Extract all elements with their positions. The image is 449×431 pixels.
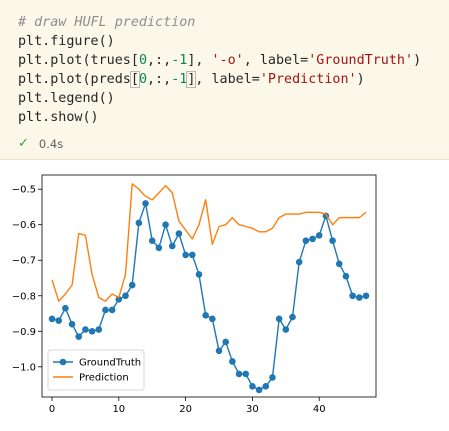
data-point: [289, 313, 296, 321]
code-token: plt.show(): [18, 110, 99, 125]
data-point: [349, 292, 356, 300]
code-token: ): [356, 72, 365, 87]
data-point: [102, 306, 109, 314]
data-point: [282, 326, 290, 333]
code-token: ,:,: [147, 53, 172, 68]
cell-output: 0 10 20 30 40 −0.5 −0.6 −0.7 −0.8 −0.9 −1.0 GroundT…: [0, 165, 449, 427]
data-point: [315, 232, 323, 239]
code-line: plt.show(): [18, 108, 421, 127]
code-line: plt.plot(preds[0,:,-1], label='Predictio…: [18, 70, 421, 89]
code-token: 'Prediction': [259, 72, 357, 87]
legend-marker: [59, 358, 67, 366]
code-token: , label=: [243, 53, 309, 68]
code-token: plt.legend(): [18, 91, 115, 106]
data-point: [275, 315, 283, 323]
data-point: [68, 320, 76, 328]
data-point: [209, 315, 216, 323]
data-point: [262, 383, 270, 390]
data-point: [82, 326, 89, 333]
line-chart: 0 10 20 30 40 −0.5 −0.6 −0.7 −0.8 −0.9 −1.0 GroundT…: [12, 174, 377, 415]
data-point: [142, 200, 149, 207]
data-point: [222, 338, 229, 346]
data-point: [195, 271, 203, 278]
code-line: plt.plot(trues[0,:,-1], '-o', label='Gro…: [18, 51, 421, 70]
execution-time: 0.4s: [38, 136, 64, 151]
data-point: [48, 315, 56, 323]
data-point: [128, 281, 136, 289]
code-token: -1: [171, 72, 188, 87]
y-tick-label: −0.8: [12, 291, 36, 302]
data-point: [215, 347, 223, 355]
data-point: [95, 326, 103, 333]
data-point: [342, 272, 350, 280]
code-line: plt.legend(): [18, 89, 421, 108]
x-tick-label: 30: [246, 404, 259, 415]
code-token: '-o': [211, 53, 244, 68]
code-token: [: [129, 71, 140, 88]
data-point: [249, 383, 256, 390]
code-token: # draw HUFL prediction: [18, 15, 196, 30]
data-point: [329, 237, 336, 245]
code-token: ): [413, 53, 422, 68]
code-token: plt.plot(preds: [18, 72, 131, 87]
data-point: [55, 317, 62, 324]
data-point: [155, 244, 163, 252]
data-point: [122, 292, 129, 300]
data-point: [148, 237, 156, 245]
check-icon: ✓: [18, 136, 29, 151]
x-tick-label: 0: [49, 404, 55, 415]
code-token: -1: [171, 53, 188, 68]
data-point: [229, 358, 236, 365]
code-editor[interactable]: # draw HUFL prediction plt.figure() plt.pl…: [18, 13, 421, 127]
data-point: [189, 251, 196, 259]
data-point: [108, 306, 116, 314]
data-point: [242, 370, 250, 378]
data-point: [302, 237, 310, 245]
code-token: ]: [186, 71, 197, 88]
data-point: [235, 370, 243, 378]
data-point: [202, 312, 209, 319]
legend-label: GroundTruth: [79, 358, 141, 369]
code-token: 0: [138, 53, 147, 68]
x-tick-label: 10: [112, 404, 125, 415]
code-token: plt.figure(): [18, 34, 115, 49]
code-token: plt.plot(trues[: [18, 53, 139, 68]
cell-status: ✓ 0.4s: [18, 136, 63, 151]
data-point: [356, 294, 363, 301]
data-point: [168, 242, 176, 250]
data-point: [362, 292, 370, 300]
y-tick-label: −0.9: [12, 327, 36, 338]
plot-frame: [41, 174, 377, 398]
data-point: [88, 327, 96, 335]
y-tick-label: −0.5: [12, 185, 36, 196]
code-token: ,:,: [147, 72, 172, 87]
data-point: [269, 374, 276, 381]
data-point: [162, 221, 169, 229]
x-tick-label: 40: [313, 404, 326, 415]
code-token: , label=: [195, 72, 260, 87]
code-token: 'GroundTruth': [308, 53, 414, 68]
data-point: [295, 258, 303, 266]
code-line: # draw HUFL prediction: [18, 13, 421, 32]
data-point: [115, 296, 123, 303]
code-cell[interactable]: # draw HUFL prediction plt.figure() plt.pl…: [0, 0, 449, 160]
y-tick-label: −0.7: [12, 256, 36, 267]
data-point: [255, 386, 263, 394]
y-tick-label: −1.0: [12, 362, 36, 373]
data-point: [335, 260, 343, 268]
code-token: ],: [187, 53, 212, 68]
data-point: [309, 235, 316, 243]
data-point: [75, 333, 83, 340]
legend-box: [47, 349, 145, 391]
legend-label: Prediction: [79, 373, 129, 384]
code-line: plt.figure(): [18, 32, 421, 51]
x-tick-label: 20: [179, 404, 192, 415]
y-tick-label: −0.6: [12, 220, 36, 231]
data-point: [135, 219, 143, 227]
data-point: [175, 230, 183, 237]
data-point: [62, 304, 69, 312]
code-token: 0: [138, 72, 147, 87]
data-point: [182, 251, 189, 259]
series-line-prediction: [51, 183, 367, 302]
